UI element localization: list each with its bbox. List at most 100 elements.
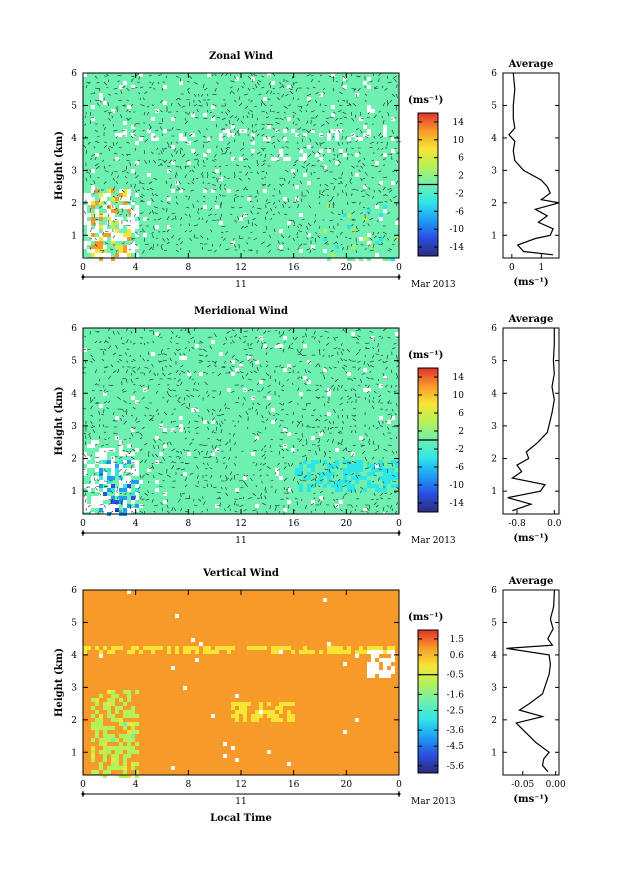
x-tick-label: 0 — [80, 263, 86, 273]
colorbar-tick-label: -6 — [455, 207, 464, 217]
x-tick-label: 12 — [235, 519, 246, 529]
x-tick-label: 12 — [235, 263, 246, 273]
colorbar-unit: (ms⁻¹) — [408, 350, 443, 361]
x-tick-label: 20 — [341, 263, 353, 273]
colorbar-tick-label: -1.6 — [447, 690, 465, 700]
y-axis-label: Height (km) — [54, 131, 65, 200]
date-label: Mar 2013 — [411, 536, 456, 546]
date-label: Mar 2013 — [411, 280, 456, 290]
y-tick-label: 3 — [71, 422, 77, 432]
colorbar-tick-label: 2 — [458, 427, 464, 437]
colorbar-tick-label: -3.6 — [447, 726, 465, 736]
y-tick-label: 1 — [71, 487, 77, 497]
y-tick-label: 1 — [71, 748, 77, 758]
x-tick-label: 20 — [341, 780, 353, 790]
average-profile-line — [508, 72, 560, 256]
colorbar-tick-label: -5.6 — [447, 762, 465, 772]
heatmap-cells — [83, 73, 399, 261]
colorbar-tick-label: 14 — [453, 118, 465, 128]
average-y-tick-label: 5 — [491, 101, 497, 111]
panel-title: Meridional Wind — [194, 306, 288, 317]
colorbar-tick-label: 0.6 — [450, 651, 465, 661]
y-tick-label: 5 — [71, 618, 77, 628]
average-frame — [502, 327, 560, 515]
colorbar-tick-label: 10 — [453, 391, 465, 401]
day-label: 11 — [235, 797, 246, 807]
colorbar-tick-label: 6 — [458, 409, 464, 419]
average-x-tick-label: 0.00 — [546, 780, 566, 790]
colorbar-tick-label: 10 — [453, 136, 465, 146]
colorbar — [417, 629, 439, 774]
day-label: 11 — [235, 536, 246, 546]
average-y-tick-label: 4 — [491, 389, 497, 399]
colorbar-unit: (ms⁻¹) — [408, 612, 443, 623]
panel-title: Zonal Wind — [209, 51, 273, 62]
colorbar-tick-label: -6 — [455, 463, 464, 473]
average-title: Average — [508, 314, 554, 325]
x-tick-label: 8 — [185, 263, 191, 273]
wind-barbs — [81, 327, 401, 516]
panel-title: Vertical Wind — [202, 568, 279, 579]
x-tick-label: 8 — [185, 519, 191, 529]
x-tick-label: 4 — [133, 263, 139, 273]
average-y-tick-label: 5 — [491, 357, 497, 367]
y-tick-label: 4 — [71, 134, 77, 144]
y-tick-label: 6 — [71, 324, 77, 334]
y-tick-label: 4 — [71, 651, 77, 661]
average-y-tick-label: 3 — [491, 683, 497, 693]
x-tick-label: 16 — [288, 780, 300, 790]
average-x-tick-label: -0.8 — [508, 519, 526, 529]
x-tick-label: 8 — [185, 780, 191, 790]
average-y-tick-label: 1 — [491, 487, 497, 497]
colorbar-tick-label: -2 — [455, 189, 464, 199]
average-y-tick-label: 1 — [491, 231, 497, 241]
colorbar-unit: (ms⁻¹) — [408, 95, 443, 106]
y-tick-label: 2 — [71, 199, 77, 209]
average-frame — [502, 589, 560, 776]
colorbar-tick-label: -2 — [455, 445, 464, 455]
x-tick-label: 0 — [80, 780, 86, 790]
colorbar-tick-label: -2.5 — [447, 706, 465, 716]
y-tick-label: 6 — [71, 586, 77, 596]
y-tick-label: 2 — [71, 716, 77, 726]
average-y-tick-label: 3 — [491, 422, 497, 432]
heatmap-cells — [83, 590, 395, 778]
y-axis-label: Height (km) — [54, 387, 65, 456]
x-tick-label: 0 — [396, 780, 402, 790]
x-tick-label: 16 — [288, 519, 300, 529]
average-profile-line — [507, 328, 555, 512]
colorbar-tick-label: 6 — [458, 154, 464, 164]
y-tick-label: 6 — [71, 69, 77, 79]
y-tick-label: 2 — [71, 455, 77, 465]
y-tick-label: 5 — [71, 357, 77, 367]
average-x-tick-label: 0 — [509, 263, 515, 273]
average-x-tick-label: 0.0 — [547, 519, 562, 529]
x-tick-label: 0 — [396, 263, 402, 273]
y-axis-label: Height (km) — [54, 648, 65, 717]
average-y-tick-label: 4 — [491, 134, 497, 144]
x-tick-label: 4 — [133, 780, 139, 790]
colorbar-tick-label: -14 — [450, 243, 465, 253]
average-x-label: (ms⁻¹) — [513, 277, 548, 288]
date-label: Mar 2013 — [411, 797, 456, 807]
colorbar-tick-label: 14 — [453, 373, 465, 383]
y-tick-label: 5 — [71, 101, 77, 111]
y-tick-label: 3 — [71, 166, 77, 176]
y-tick-label: 1 — [71, 231, 77, 241]
average-y-tick-label: 2 — [491, 455, 497, 465]
colorbar-tick-label: -14 — [450, 499, 465, 509]
x-tick-label: 0 — [396, 519, 402, 529]
average-y-tick-label: 4 — [491, 651, 497, 661]
average-y-tick-label: 6 — [491, 324, 497, 334]
average-title: Average — [508, 576, 554, 587]
average-title: Average — [508, 59, 554, 70]
average-profile-line — [506, 589, 555, 773]
colorbar-tick-label: -10 — [450, 225, 465, 235]
day-label: 11 — [235, 280, 246, 290]
average-x-tick-label: -0.05 — [511, 780, 534, 790]
average-x-tick-label: 1 — [538, 263, 544, 273]
x-tick-label: 16 — [288, 263, 300, 273]
